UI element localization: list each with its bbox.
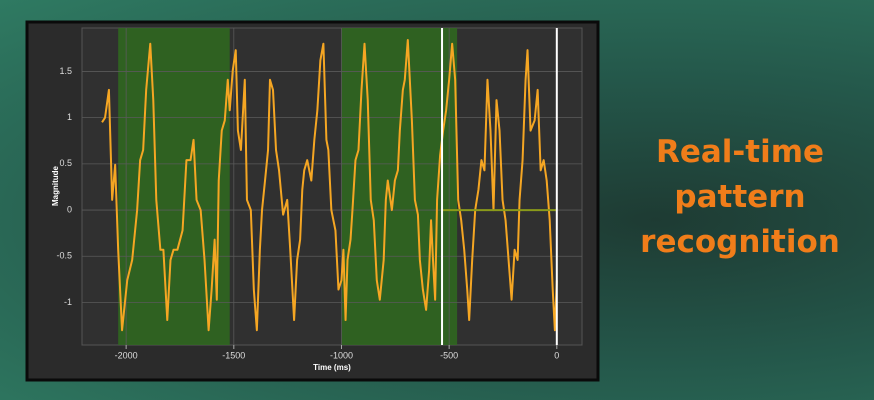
headline: Real-time pattern recognition xyxy=(640,134,840,260)
y-tick-label: 0.5 xyxy=(59,158,72,168)
y-tick-label: 0 xyxy=(67,204,72,214)
y-tick-label: 1 xyxy=(67,112,72,122)
x-tick-label: -1500 xyxy=(222,350,245,360)
x-tick-label: -500 xyxy=(440,350,458,360)
y-tick-label: -0.5 xyxy=(56,251,72,261)
y-axis-label: Magnitude xyxy=(51,165,60,206)
highlight-region xyxy=(118,28,230,345)
x-tick-label: -1000 xyxy=(330,350,353,360)
y-tick-label: -1 xyxy=(64,297,72,307)
x-axis-label: Time (ms) xyxy=(313,363,351,372)
data-line xyxy=(101,39,558,332)
x-tick-label: 0 xyxy=(554,350,559,360)
y-tick-label: 1.5 xyxy=(59,66,72,76)
x-tick-label: -2000 xyxy=(115,350,138,360)
highlight-region xyxy=(341,28,458,345)
